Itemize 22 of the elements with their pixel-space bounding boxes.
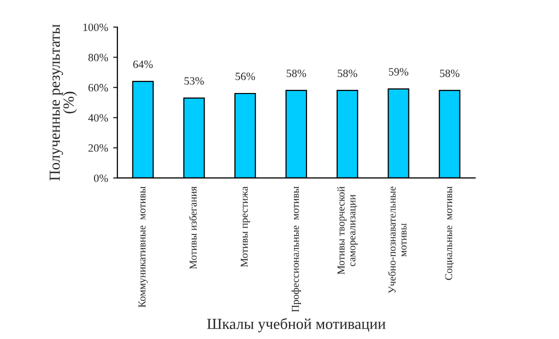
x-axis-title: Шкалы учебной мотивации xyxy=(207,318,386,332)
x-tick-label: Социальные мотивы xyxy=(445,186,454,280)
x-tick-label: Коммуникативные мотивы xyxy=(138,186,148,308)
x-tick-label: Профессиональные мотивы xyxy=(292,186,301,312)
x-tick-label: Учебно-познавательные мотивы xyxy=(388,186,407,294)
data-label: 53% xyxy=(184,77,204,85)
y-tick-label: 60% xyxy=(88,84,108,92)
y-axis-title: Полученные результаты (%) xyxy=(50,24,77,181)
y-tick-label: 40% xyxy=(88,114,108,122)
data-label: 58% xyxy=(286,70,306,78)
x-tick-label: Мотивы творческой самореализации xyxy=(337,186,358,274)
data-label: 64% xyxy=(133,60,153,68)
data-label: 56% xyxy=(236,72,255,80)
y-tick-label: 0% xyxy=(94,174,108,182)
data-label: 59% xyxy=(388,68,408,76)
x-tick-label: Мотивы престижа xyxy=(240,186,250,267)
y-tick-label: 80% xyxy=(88,54,108,62)
data-label: 58% xyxy=(440,70,460,78)
y-tick-label: 20% xyxy=(88,144,108,152)
x-tick-label: Мотивы избегания xyxy=(189,186,197,270)
data-label: 58% xyxy=(338,70,358,78)
y-tick-label: 100% xyxy=(83,24,108,32)
